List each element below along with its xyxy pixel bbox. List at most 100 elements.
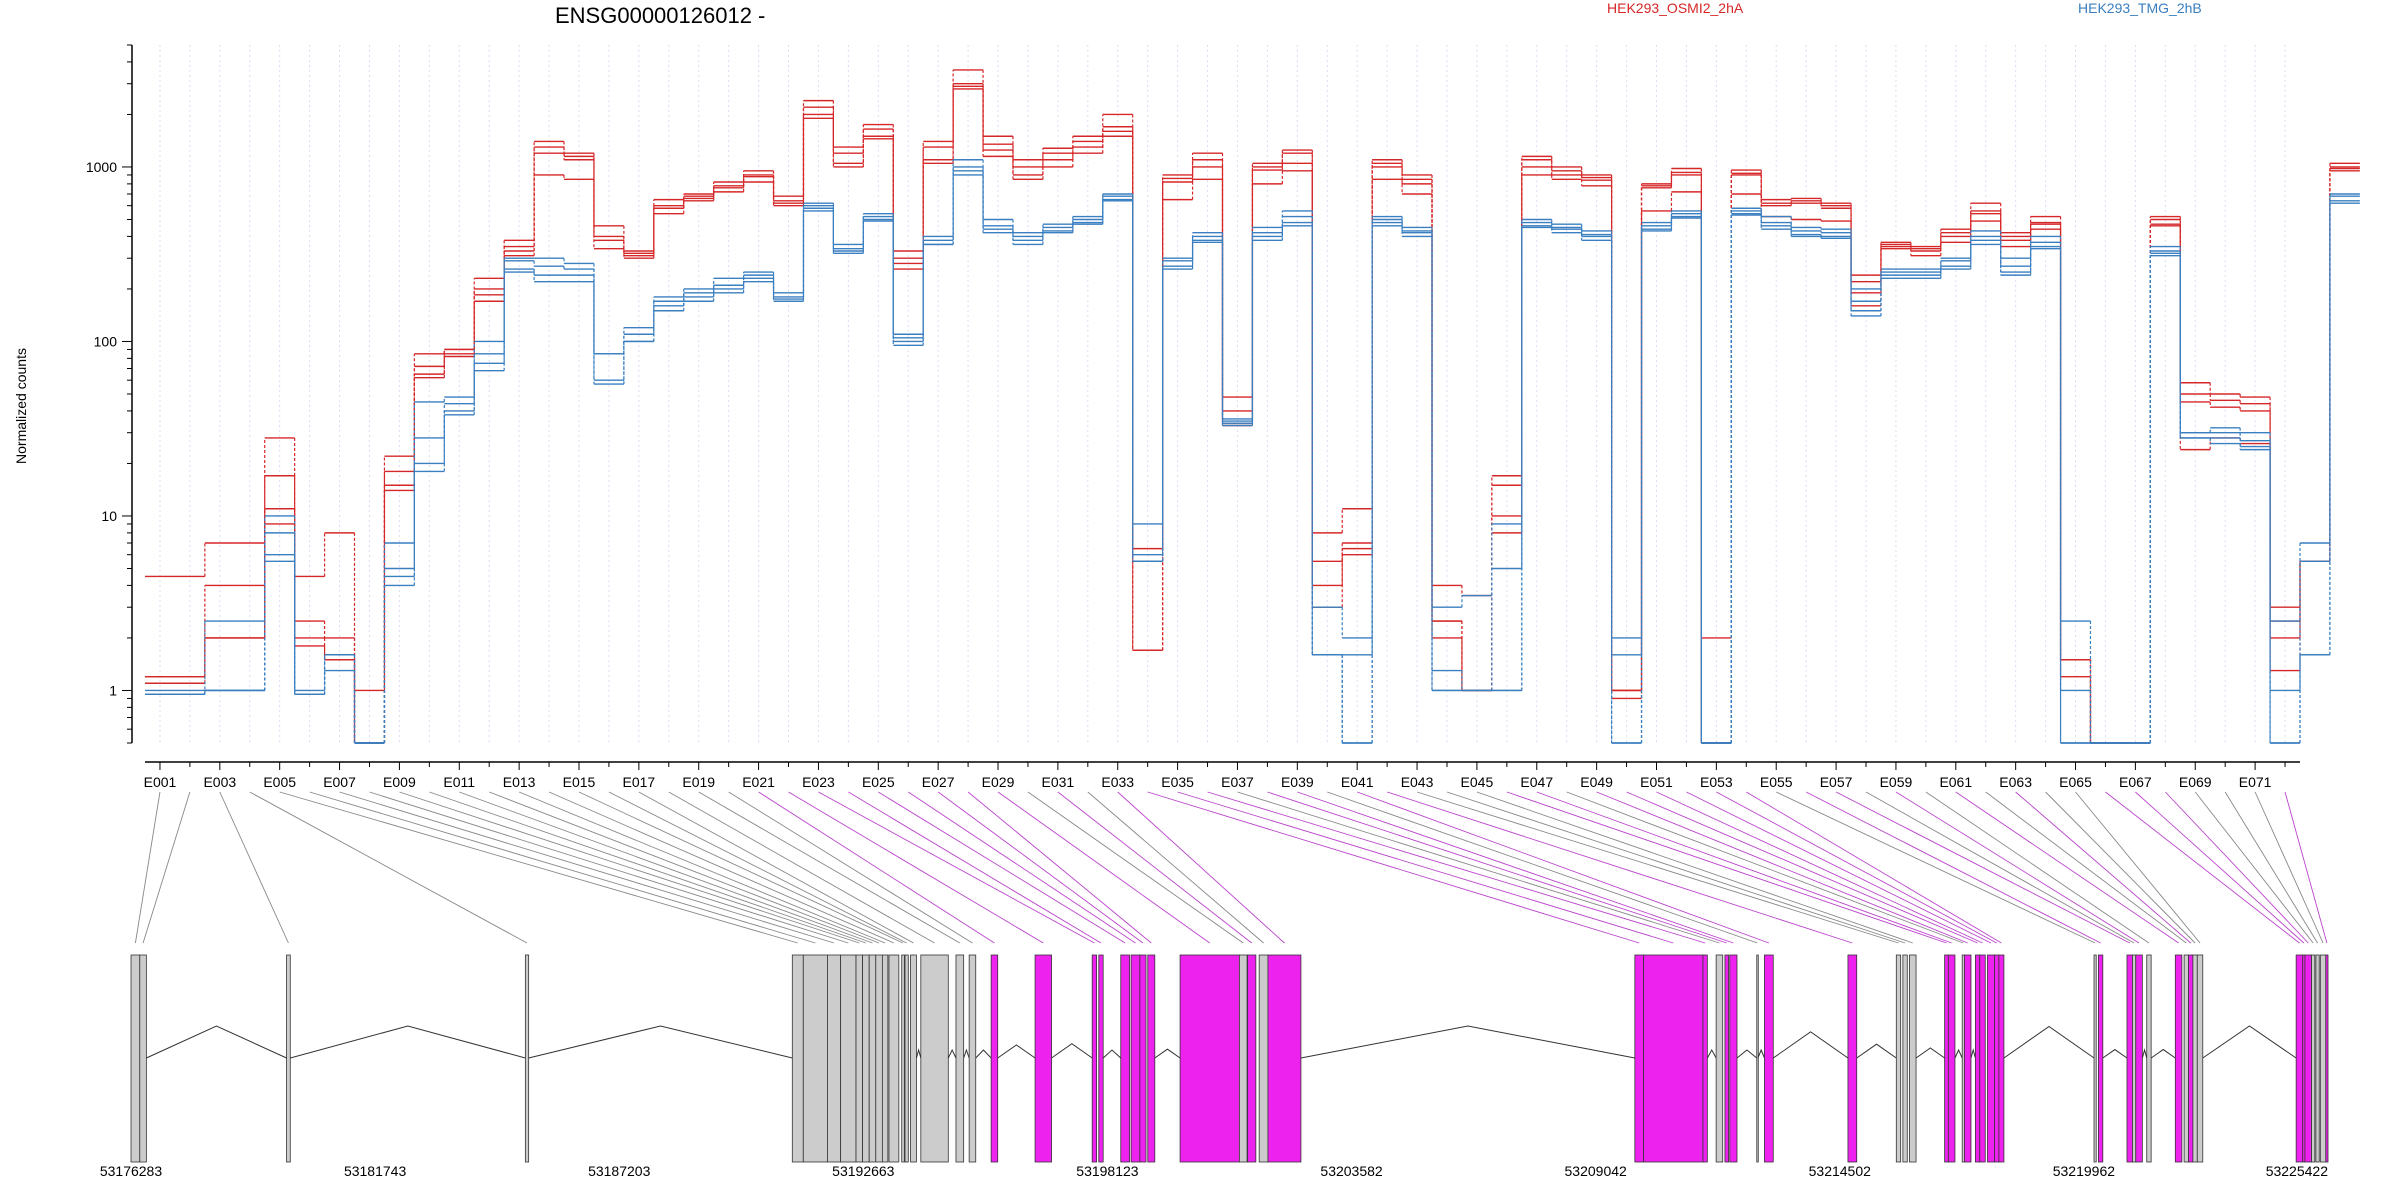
exon-box-e005 — [791, 954, 804, 1163]
x-tick-label: E007 — [323, 774, 356, 790]
intron-line — [1736, 1049, 1758, 1059]
intron-line — [1772, 1031, 1849, 1059]
x-tick-label: E027 — [922, 774, 955, 790]
exon-box-e011 — [868, 954, 877, 1163]
exon-connector-e046 — [1506, 791, 1947, 944]
exon-connector-e022 — [788, 791, 1044, 944]
exon-box-e070 — [2315, 954, 2320, 1163]
x-tick-label: E039 — [1281, 774, 1314, 790]
x-tick-label: E003 — [203, 774, 236, 790]
exon-connector-e049 — [1596, 791, 1968, 944]
exon-connector-e064 — [2045, 791, 2196, 944]
x-tick-label: E055 — [1760, 774, 1793, 790]
exon-connector-e044 — [1446, 791, 1906, 944]
intron-line — [290, 1025, 526, 1059]
x-tick-label: E067 — [2119, 774, 2152, 790]
exon-box-e021 — [990, 954, 999, 1163]
exon-connector-e008 — [369, 791, 849, 944]
exon-box-e044 — [1902, 954, 1908, 1163]
intron-line — [947, 1048, 957, 1059]
coordinate-label: 53214502 — [1809, 1163, 1872, 1179]
x-tick-label: E065 — [2059, 774, 2092, 790]
x-tick-label: E015 — [563, 774, 596, 790]
exon-box-e052 — [1987, 954, 1995, 1163]
x-tick-label: E061 — [1939, 774, 1972, 790]
exon-box-e020 — [968, 954, 977, 1163]
exon-box-e066 — [2295, 954, 2304, 1163]
exon-connector-e011 — [459, 791, 873, 944]
intron-line — [2102, 1048, 2128, 1059]
exon-box-e061 — [2174, 954, 2183, 1163]
exon-box-e017 — [910, 954, 917, 1163]
exon-box-e068 — [2304, 954, 2312, 1163]
intron-line — [2141, 1048, 2148, 1059]
exon-connector-e027 — [937, 791, 1144, 944]
exon-box-e014 — [888, 954, 900, 1163]
coordinate-label: 53192663 — [832, 1163, 895, 1179]
exon-connector-e019 — [698, 791, 961, 944]
x-tick-label: E071 — [2239, 774, 2272, 790]
exon-box-e058 — [2132, 954, 2137, 1163]
exon-connector-e051 — [1656, 791, 1983, 944]
intron-line — [1856, 1043, 1897, 1059]
exon-connector-e012 — [489, 791, 880, 944]
exon-connector-e065 — [2075, 791, 2201, 944]
exon-box-e064 — [2192, 954, 2198, 1163]
exon-connector-e056 — [1805, 791, 2101, 944]
exon-box-e054 — [1998, 954, 2005, 1163]
x-tick-label: E017 — [623, 774, 656, 790]
exon-box-e009 — [855, 954, 864, 1163]
exon-connector-e035 — [1177, 791, 1674, 944]
exon-box-e057 — [2126, 954, 2133, 1163]
exon-box-e031 — [1247, 954, 1257, 1163]
exon-box-e034 — [1634, 954, 1645, 1163]
exon-connector-e037 — [1237, 791, 1720, 944]
x-tick-label: E001 — [144, 774, 177, 790]
exon-connector-e038 — [1267, 791, 1727, 944]
x-tick-label: E057 — [1820, 774, 1853, 790]
coordinate-label: 53181743 — [344, 1163, 407, 1179]
legend-entry-tmg: HEK293_TMG_2hB — [2078, 0, 2202, 16]
exon-box-e024 — [1098, 954, 1104, 1163]
x-tick-label: E063 — [1999, 774, 2032, 790]
exon-connector-e040 — [1327, 791, 1758, 944]
exon-connector-e029 — [997, 791, 1210, 944]
chart-title: ENSG00000126012 - — [555, 3, 765, 28]
exon-gridlines — [159, 45, 2286, 743]
exon-connector-e072 — [2284, 791, 2328, 944]
exon-box-e059 — [2135, 954, 2143, 1163]
exon-connector-e030 — [1027, 791, 1244, 944]
coordinate-label: 53198123 — [1076, 1163, 1139, 1179]
exon-box-e006 — [802, 954, 828, 1163]
exon-box-e042 — [1847, 954, 1858, 1163]
exon-connector-e015 — [578, 791, 904, 944]
exon-box-e047 — [1947, 954, 1956, 1163]
y-tick-label: 1000 — [86, 159, 117, 175]
exon-box-e032 — [1258, 954, 1269, 1163]
exon-box-e055 — [2093, 954, 2097, 1163]
exon-box-e022 — [1034, 954, 1052, 1163]
y-tick-label: 100 — [94, 333, 118, 349]
y-axis-label: Normalized counts — [13, 348, 29, 464]
exon-connector-e063 — [2015, 791, 2191, 944]
x-tick-label: E021 — [742, 774, 775, 790]
exon-connector-e021 — [758, 791, 995, 944]
exon-connector-e060 — [1925, 791, 2150, 944]
x-tick-label: E045 — [1461, 774, 1494, 790]
exon-connector-e041 — [1357, 791, 1770, 944]
exon-connector-e016 — [608, 791, 907, 944]
x-tick-label: E031 — [1042, 774, 1075, 790]
intron-line — [1051, 1043, 1093, 1059]
intron-line — [1915, 1047, 1945, 1059]
exon-connector-e034 — [1147, 791, 1640, 944]
exon-connector-e043 — [1416, 791, 1899, 944]
exon-box-e028 — [1147, 954, 1156, 1163]
y-axis: 1 10 100 1000 — [86, 44, 133, 744]
exon-box-e072 — [2325, 954, 2329, 1163]
exon-connector-e023 — [818, 791, 1095, 944]
exon-box-e010 — [862, 954, 870, 1163]
exon-box-e046 — [1944, 954, 1949, 1163]
exon-box-e062 — [2183, 954, 2189, 1163]
exon-box-e003 — [286, 954, 291, 1163]
coordinate-label: 53187203 — [588, 1163, 651, 1179]
